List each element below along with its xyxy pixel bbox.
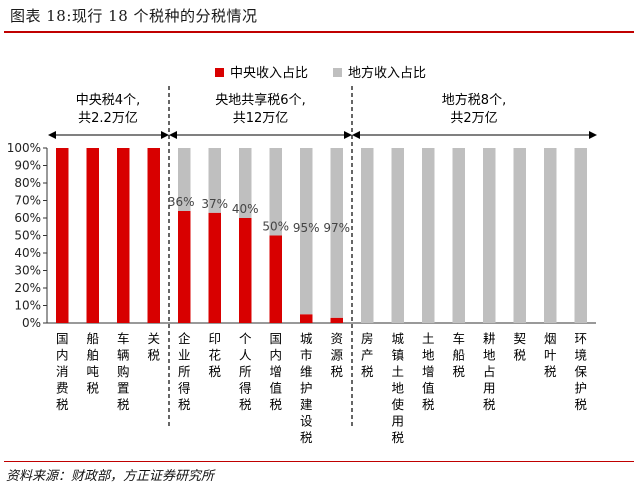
bars xyxy=(56,148,587,323)
arrow-head-left xyxy=(169,131,177,139)
y-tick-label: 60% xyxy=(14,211,41,225)
bar-central-share xyxy=(147,148,160,323)
category-label: 土地增值税 xyxy=(422,331,435,412)
category-label: 国内增值税 xyxy=(269,331,282,412)
bar-local-share xyxy=(574,148,587,323)
y-tick-label: 90% xyxy=(14,159,41,173)
title-rule xyxy=(4,31,634,33)
category-label: 企业所得税 xyxy=(178,331,191,412)
y-tick-label: 70% xyxy=(14,194,41,208)
arrow-head-right xyxy=(344,131,352,139)
bar-central-share xyxy=(330,317,343,323)
bar-central-share xyxy=(117,148,130,323)
category-label: 印花税 xyxy=(208,331,221,379)
bar-central-share xyxy=(300,314,313,323)
legend: 中央收入占比 地方收入占比 xyxy=(215,65,426,81)
data-labels: 36% 37% 40%50% 95% 97% xyxy=(168,195,350,235)
stacked-bar-chart: 中央收入占比 地方收入占比 中央税4个, 共2.2万亿 央地共享税6个, 共12万亿 地… xyxy=(7,65,597,445)
group-label-line2: 共2.2万亿 xyxy=(78,111,138,126)
data-label: 97% xyxy=(323,221,350,235)
category-label: 关税 xyxy=(147,331,160,363)
legend-swatch-local xyxy=(333,68,342,77)
y-axis: 0%10%20%30%40%50%60%70%80%90%100% xyxy=(7,141,596,330)
bar-local-share xyxy=(391,148,404,323)
group-label-line2: 共12万亿 xyxy=(233,111,289,126)
legend-swatch-central xyxy=(215,68,224,77)
group-label-line1: 央地共享税6个, xyxy=(215,92,305,108)
tax-group-annotations: 中央税4个, 共2.2万亿 央地共享税6个, 共12万亿 地方税8个, 共2万亿 xyxy=(48,86,597,426)
y-tick-label: 30% xyxy=(14,264,41,278)
y-tick-label: 40% xyxy=(14,246,41,260)
bar-local-share xyxy=(452,148,465,323)
group-label-line2: 共2万亿 xyxy=(450,111,497,126)
data-label: 95% xyxy=(293,221,320,235)
bar-local-share xyxy=(361,148,374,323)
bar-central-share xyxy=(178,211,191,323)
legend-label-local: 地方收入占比 xyxy=(348,65,426,81)
bar-local-share xyxy=(269,148,282,236)
y-tick-label: 20% xyxy=(14,281,41,295)
category-label: 车辆购置税 xyxy=(117,331,130,412)
arrow-head-left xyxy=(48,131,56,139)
category-label: 环境保护税 xyxy=(574,331,587,412)
bar-central-share xyxy=(239,218,252,323)
bar-central-share xyxy=(56,148,69,323)
y-tick-label: 100% xyxy=(7,141,41,155)
data-label: 40% xyxy=(232,202,259,216)
data-label: 37% xyxy=(201,197,228,211)
category-label: 资源税 xyxy=(330,331,343,379)
bar-local-share xyxy=(239,148,252,218)
bar-local-share xyxy=(208,148,221,213)
bar-local-share xyxy=(422,148,435,323)
category-label: 烟叶税 xyxy=(544,331,557,379)
source-rule xyxy=(4,461,634,462)
arrow-head-left xyxy=(352,131,360,139)
category-label: 城镇土地使用税 xyxy=(391,331,404,445)
category-label: 国内消费税 xyxy=(56,331,69,412)
data-label: 50% xyxy=(262,220,289,234)
source-note: 资料来源：财政部，方正证券研究所 xyxy=(6,469,215,484)
legend-label-central: 中央收入占比 xyxy=(230,66,308,81)
category-label: 耕地占用税 xyxy=(483,331,496,412)
category-label: 城市维护建设税 xyxy=(300,331,313,445)
category-label: 契税 xyxy=(513,331,526,363)
bar-central-share xyxy=(208,212,221,323)
bar-local-share xyxy=(300,148,313,315)
y-tick-label: 10% xyxy=(14,299,41,313)
y-tick-label: 0% xyxy=(22,316,41,330)
group-label-line1: 中央税4个, xyxy=(76,93,140,108)
category-label: 个人所得税 xyxy=(239,331,252,412)
y-tick-label: 80% xyxy=(14,176,41,190)
y-tick-label: 50% xyxy=(14,229,41,243)
category-label: 房产税 xyxy=(361,331,374,379)
category-label: 船舶吨税 xyxy=(86,331,99,396)
bar-local-share xyxy=(513,148,526,323)
bar-local-share xyxy=(483,148,496,323)
figure-title: 图表 18:现行 18 个税种的分税情况 xyxy=(10,7,258,25)
group-label-line1: 地方税8个, xyxy=(442,92,506,108)
category-label: 车船税 xyxy=(452,331,465,379)
bar-local-share xyxy=(178,148,191,211)
bar-local-share xyxy=(544,148,557,323)
data-label: 36% xyxy=(168,195,195,209)
bar-central-share xyxy=(269,235,282,323)
bar-central-share xyxy=(86,148,99,323)
bar-local-share xyxy=(330,148,343,318)
arrow-head-right xyxy=(161,131,169,139)
x-axis-categories: 国内消费税 船舶吨税 车辆购置税 关税 企业所得税 印花税 个人所得税 国内增值税 城市维护建设… xyxy=(56,331,588,445)
arrow-head-right xyxy=(589,131,597,139)
